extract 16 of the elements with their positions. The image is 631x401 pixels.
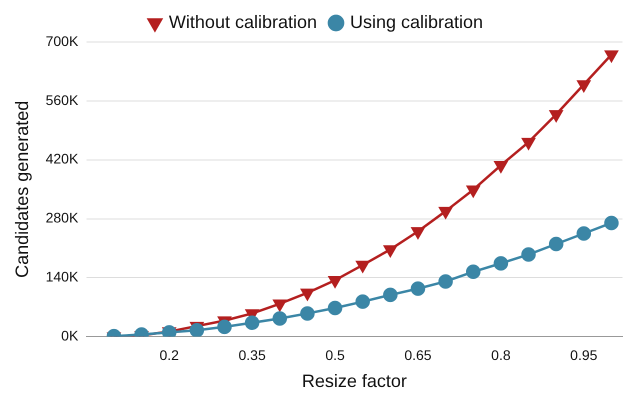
x-axis-title: Resize factor xyxy=(302,371,407,392)
x-tick-label: 0.65 xyxy=(404,346,432,363)
y-tick-label: 700K xyxy=(46,32,79,49)
legend-label: Without calibration xyxy=(168,12,318,32)
y-tick-label: 420K xyxy=(46,150,79,167)
y-tick-label: 0K xyxy=(61,327,79,344)
y-tick-label: 140K xyxy=(46,268,79,285)
y-tick-label: 560K xyxy=(46,92,79,108)
legend-label: Using calibration xyxy=(350,12,484,32)
y-axis-title: Candidates generated xyxy=(12,100,32,278)
x-tick-label: 0.35 xyxy=(238,346,266,363)
x-tick-label: 0.2 xyxy=(159,346,180,363)
x-tick-label: 0.5 xyxy=(325,346,345,363)
x-tick-label: 0.8 xyxy=(491,346,511,363)
x-tick-label: 0.95 xyxy=(570,346,598,363)
y-tick-label: 280K xyxy=(46,210,79,226)
